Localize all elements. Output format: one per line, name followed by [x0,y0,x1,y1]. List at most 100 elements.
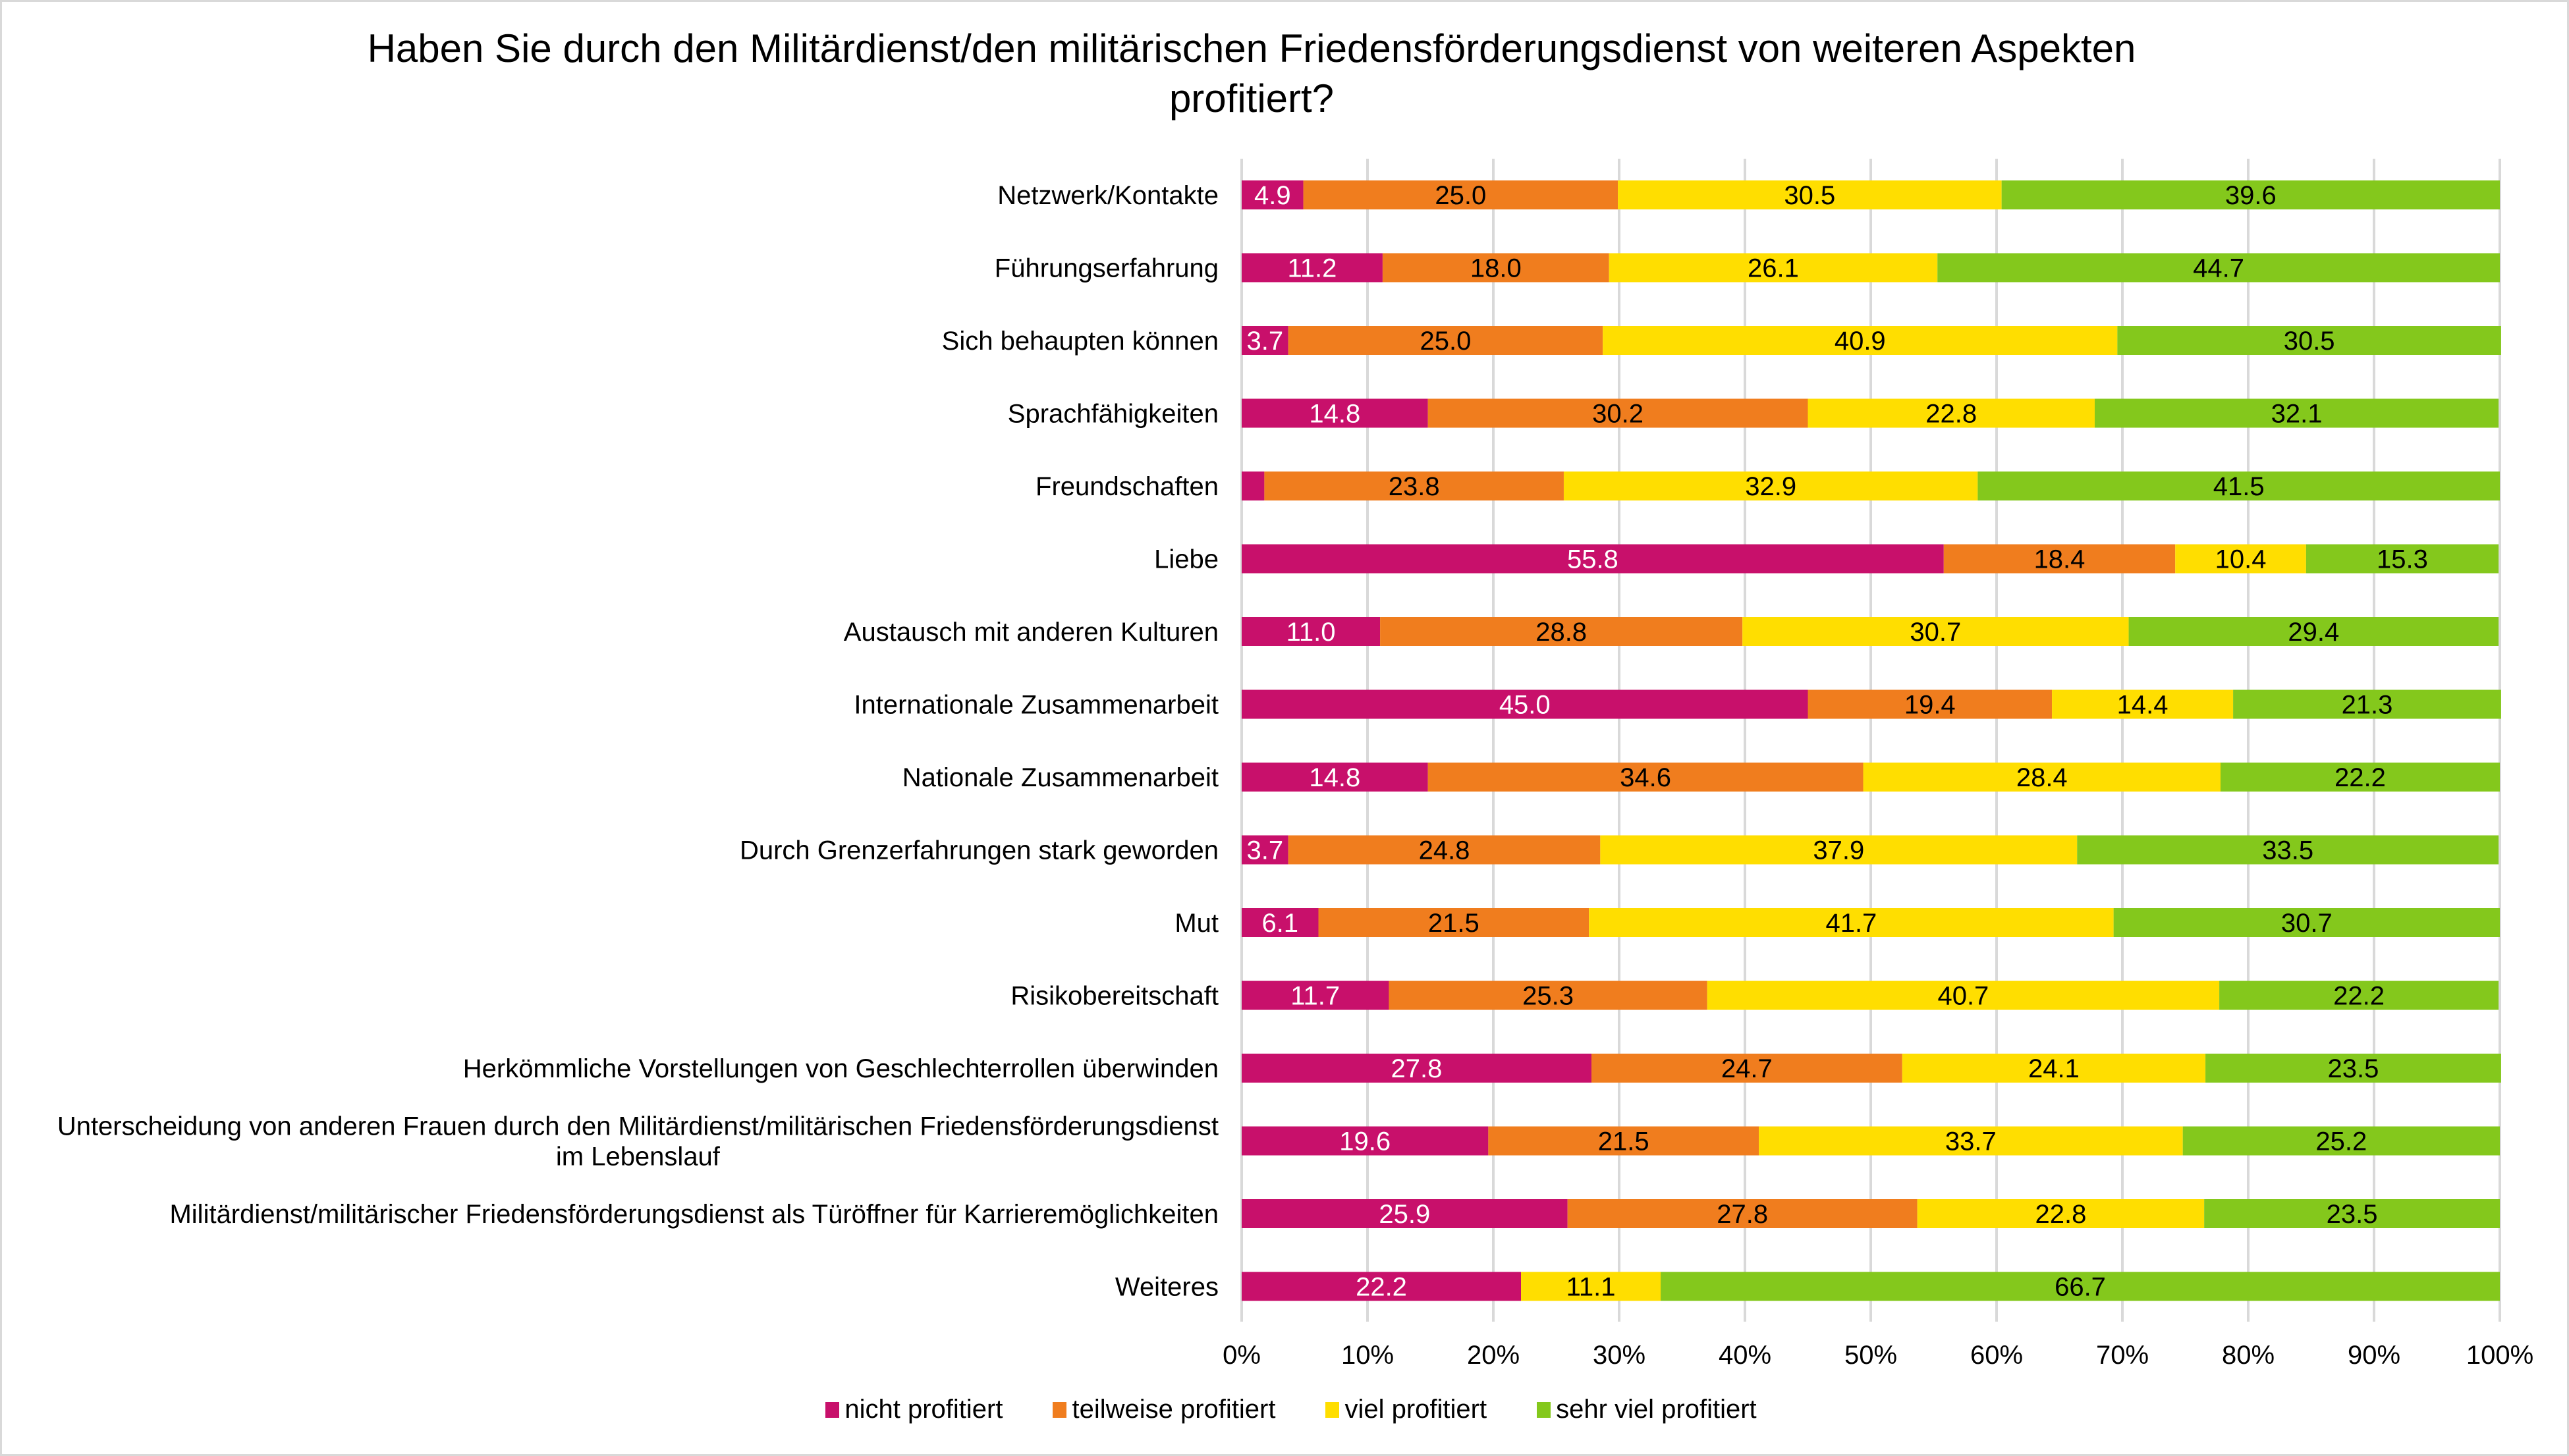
data-label: 21.5 [1428,909,1479,938]
bar-segment-teilweise-profitiert [1380,617,1743,646]
bar-segment-sehr-viel-profitiert [2306,544,2499,574]
bar-segment-viel-profitiert [1917,1199,2205,1228]
x-tick-label: 70% [2096,1341,2149,1370]
bar-row: 25.9 27.8 22.8 23.5 [1242,1199,2500,1229]
data-label: 25.2 [2315,1127,2367,1156]
bar-segment-sehr-viel-profitiert [1661,1272,2500,1301]
legend-swatch [1053,1401,1067,1418]
bar-row: 55.8 18.4 10.4 15.3 [1242,544,2499,574]
category-label: Risikobereitschaft [1010,982,1219,1011]
bar-segment-nicht-profitiert [1242,1126,1489,1156]
x-tick-label: 0% [1223,1341,1261,1370]
bar-segment-viel-profitiert [2175,544,2306,574]
data-label: 11.1 [1566,1273,1616,1302]
bars: 4.9 25.0 30.5 39.6 11.2 18.0 26.1 44.7 3.7 25.0 40… [1242,180,2501,1302]
bar-segment-sehr-viel-profitiert [2219,981,2499,1010]
data-label: 33.7 [1945,1127,1997,1156]
category-label: Weiteres [1115,1273,1219,1302]
data-label: 40.9 [1835,327,1886,356]
legend-label: teilweise profitiert [1072,1395,1276,1424]
data-label: 11.0 [1286,618,1336,647]
legend-label: viel profitiert [1344,1395,1487,1424]
data-label: 23.5 [2328,1054,2379,1083]
bar-segment-teilweise-profitiert [1567,1199,1918,1228]
data-label: 40.7 [1937,982,1989,1011]
data-label: 26.1 [1748,254,1799,283]
category-label: Führungserfahrung [995,254,1219,283]
category-label: Liebe [1154,545,1219,574]
bar-segment-teilweise-profitiert [1427,398,1808,428]
bar-row: 23.8 32.9 41.5 [1242,472,2500,501]
bar-row: 11.0 28.8 30.7 29.4 [1242,617,2499,647]
bar-segment-sehr-viel-profitiert [2182,1126,2500,1156]
bar-row: 14.8 34.6 28.4 22.2 [1242,763,2500,792]
data-label: 22.8 [2035,1200,2086,1229]
bar-row: 4.9 25.0 30.5 39.6 [1242,180,2500,210]
data-label: 22.2 [2333,982,2385,1011]
bar-segment-sehr-viel-profitiert [2117,326,2501,355]
bar-segment-sehr-viel-profitiert [2113,908,2500,937]
data-label: 24.1 [2028,1054,2080,1083]
category-label: Herkömmliche Vorstellungen von Geschlech… [463,1054,1219,1083]
bar-row: 6.1 21.5 41.7 30.7 [1242,908,2500,938]
data-label: 45.0 [1499,691,1551,720]
bar-segment-viel-profitiert [1863,763,2221,792]
data-label: 4.9 [1254,181,1291,210]
data-label: 3.7 [1247,327,1284,356]
data-label: 30.7 [1910,618,1961,647]
data-label: 41.7 [1825,909,1877,938]
bar-segment-nicht-profitiert [1242,617,1381,646]
bar-segment-nicht-profitiert [1242,253,1383,283]
category-labels: Netzwerk/Kontakte Führungserfahrung Sich b… [57,181,1219,1302]
bar-row: 11.7 25.3 40.7 22.2 [1242,981,2499,1011]
data-label: 11.7 [1290,982,1340,1011]
data-label: 34.6 [1620,763,1671,792]
bar-segment-sehr-viel-profitiert [2128,617,2499,646]
legend-item: viel profitiert [1325,1395,1487,1424]
category-label: Netzwerk/Kontakte [997,181,1219,210]
category-label: Nationale Zusammenarbeit [902,763,1219,792]
bar-segment-teilweise-profitiert [1591,1054,1902,1083]
bar-segment-teilweise-profitiert [1808,689,2053,719]
bar-segment-nicht-profitiert [1242,544,1944,574]
bar-segment-nicht-profitiert [1242,472,1265,500]
data-label: 14.4 [2117,691,2168,720]
x-tick-label: 50% [1844,1341,1897,1370]
data-label: 44.7 [2193,254,2244,283]
category-label: Sprachfähigkeiten [1008,400,1219,429]
bar-segment-sehr-viel-profitiert [2233,689,2501,719]
bar-segment-nicht-profitiert [1242,398,1428,428]
x-tick-label: 90% [2348,1341,2400,1370]
bar-segment-teilweise-profitiert [1382,253,1609,283]
x-tick-label: 10% [1341,1341,1394,1370]
bar-segment-nicht-profitiert [1242,835,1288,865]
data-label: 25.0 [1435,181,1486,210]
bar-segment-teilweise-profitiert [1288,835,1601,865]
bar-segment-viel-profitiert [1603,326,2118,355]
data-label: 24.7 [1721,1054,1773,1083]
category-label: Austausch mit anderen Kulturen [844,618,1219,647]
bar-row: 27.8 24.7 24.1 23.5 [1242,1054,2501,1083]
data-label: 23.8 [1389,472,1440,501]
data-label: 29.4 [2288,618,2339,647]
bar-segment-sehr-viel-profitiert [2077,835,2499,865]
data-label: 19.6 [1339,1127,1391,1156]
bar-segment-sehr-viel-profitiert [2205,1054,2501,1083]
data-label: 22.2 [1356,1273,1407,1302]
data-label: 25.0 [1420,327,1471,356]
bar-segment-viel-profitiert [2052,689,2234,719]
bar-row: 11.2 18.0 26.1 44.7 [1242,253,2500,283]
data-label: 30.7 [2281,909,2333,938]
data-label: 11.2 [1288,254,1337,283]
data-label: 22.8 [1925,400,1977,429]
bar-row: 3.7 25.0 40.9 30.5 [1242,326,2501,356]
data-label: 32.1 [2271,400,2323,429]
data-label: 27.8 [1717,1200,1768,1229]
data-label: 39.6 [2225,181,2277,210]
data-label: 41.5 [2213,472,2265,501]
data-label: 10.4 [2215,545,2267,574]
bar-segment-nicht-profitiert [1242,180,1304,209]
bar-segment-nicht-profitiert [1242,1272,1522,1301]
data-label: 21.5 [1598,1127,1649,1156]
